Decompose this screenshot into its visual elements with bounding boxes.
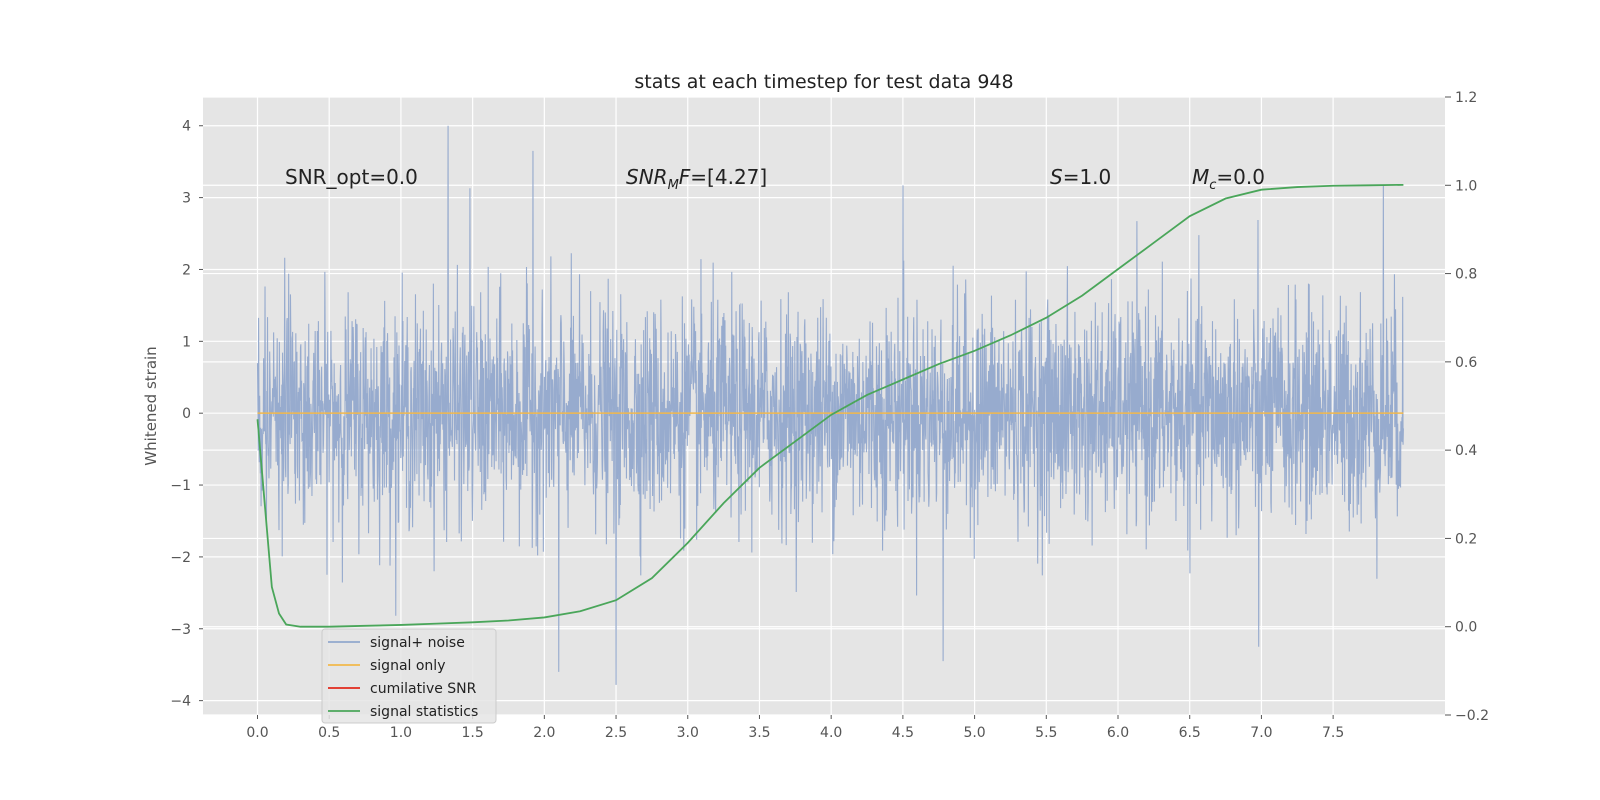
- legend-box: [321, 628, 497, 724]
- signal-noise-line: [256, 125, 1404, 685]
- y-tick-label: 4: [182, 119, 191, 135]
- y2-tick-label: 0.0: [1455, 620, 1477, 636]
- y-tick-label: 0: [182, 406, 191, 422]
- signal-statistics-line: [256, 183, 1404, 628]
- y-tick-label: 3: [182, 191, 191, 207]
- s-italic: S: [1050, 165, 1063, 189]
- x-tick-label: 6.0: [1107, 725, 1129, 741]
- chart-title: stats at each timestep for test data 948: [634, 71, 1013, 93]
- x-tick-label: 2.0: [533, 725, 555, 741]
- legend-label: signal statistics: [370, 704, 478, 720]
- x-tick-label: 0.5: [318, 725, 340, 741]
- x-tick-label: 2.5: [605, 725, 627, 741]
- y-tick-label: −2: [170, 550, 191, 566]
- s-rest: =1.0: [1063, 165, 1112, 189]
- y-tick-label: 1: [182, 334, 191, 350]
- x-tick-label: 7.0: [1250, 725, 1272, 741]
- y2-tick-label: 0.8: [1455, 267, 1477, 283]
- mc-rest: =0.0: [1216, 165, 1265, 189]
- y2-tick-label: −0.2: [1455, 708, 1489, 724]
- snr-mf-base: SNR: [626, 165, 668, 189]
- x-tick-label: 7.5: [1322, 725, 1344, 741]
- snr-mf-rest: =[4.27]: [690, 165, 767, 189]
- y2-tick-label: 0.4: [1455, 443, 1477, 459]
- x-tick-label: 3.5: [748, 725, 770, 741]
- signal-noise-series: [256, 125, 1404, 685]
- y-axis-label: Whitened strain: [142, 346, 160, 465]
- legend-label: signal+ noise: [370, 635, 465, 651]
- snr-mf-sub: M: [668, 178, 679, 193]
- legend-label: cumilative SNR: [370, 681, 477, 697]
- x-tick-label: 4.0: [820, 725, 842, 741]
- x-tick-label: 0.0: [246, 725, 268, 741]
- x-tick-label: 1.5: [461, 725, 483, 741]
- y-tick-label: −1: [170, 478, 191, 494]
- snr-mf-rest-italic: F: [679, 165, 691, 189]
- signal-statistics-series: [256, 183, 1404, 628]
- x-tick-label: 5.5: [1035, 725, 1057, 741]
- y-tick-label: −4: [170, 694, 191, 710]
- y2-tick-label: 0.2: [1455, 531, 1477, 547]
- x-tick-label: 5.0: [963, 725, 985, 741]
- y2-tick-label: 1.2: [1455, 90, 1477, 106]
- y-tick-label: 2: [182, 262, 191, 278]
- y2-tick-label: 0.6: [1455, 355, 1477, 371]
- x-axis-ticks: 0.0 0.5 1.0 1.5 2.0 2.5 3.0 3.5 4.0 4.5 5.0 5.5 6.0 6…: [246, 715, 1344, 741]
- x-tick-label: 3.0: [677, 725, 699, 741]
- y2-tick-label: 1.0: [1455, 178, 1477, 194]
- y-axis-ticks: 4 3 2 1 0 −1 −2 −3 −4: [170, 119, 203, 710]
- snr-opt-annotation: SNR_opt=0.0: [285, 165, 418, 189]
- mc-annotation: Mc=0.0: [1192, 165, 1265, 193]
- x-tick-label: 1.0: [390, 725, 412, 741]
- x-tick-label: 6.5: [1179, 725, 1201, 741]
- snr-mf-annotation: SNRMF=[4.27]: [626, 165, 767, 193]
- s-annotation: S=1.0: [1050, 165, 1111, 189]
- x-tick-label: 4.5: [892, 725, 914, 741]
- mc-base: M: [1192, 165, 1209, 189]
- mc-sub: c: [1209, 178, 1216, 193]
- y-tick-label: −3: [170, 622, 191, 638]
- legend: signal+ noise signal only cumilative SNR si…: [321, 628, 497, 724]
- legend-label: signal only: [370, 658, 445, 674]
- y2-axis-ticks: 1.2 1.0 0.8 0.6 0.4 0.2 0.0 −0.2: [1445, 90, 1489, 724]
